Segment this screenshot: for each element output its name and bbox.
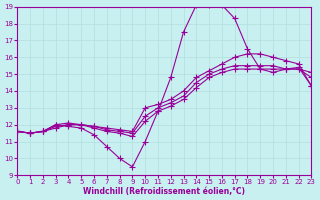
X-axis label: Windchill (Refroidissement éolien,°C): Windchill (Refroidissement éolien,°C) [84,187,245,196]
